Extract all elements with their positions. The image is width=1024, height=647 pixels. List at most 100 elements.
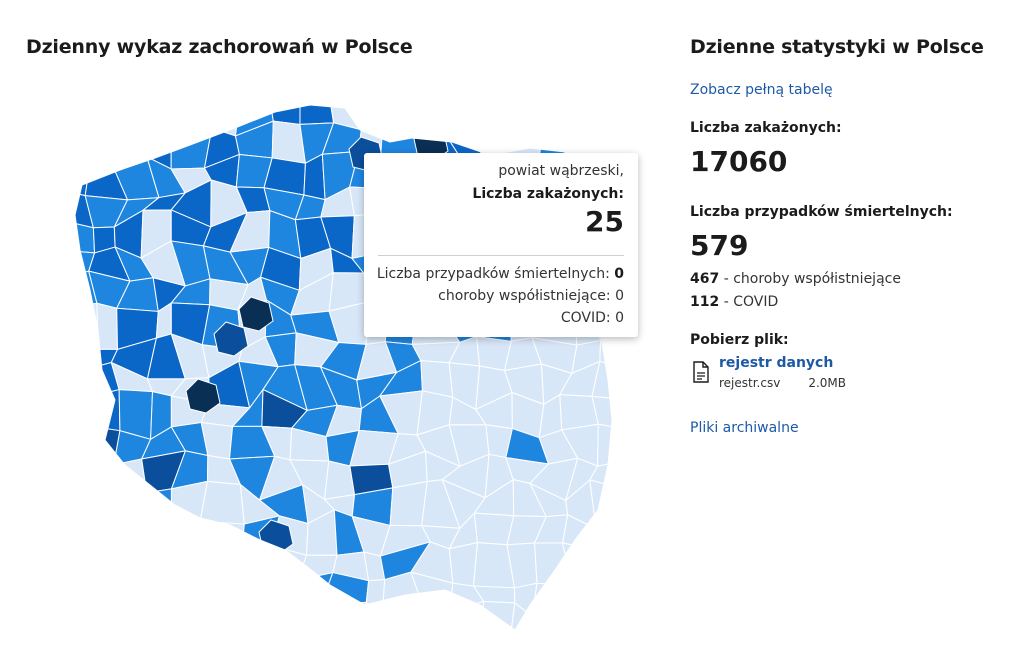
download-file[interactable]: rejestr danych rejestr.csv 2.0MB — [690, 355, 990, 395]
county-region[interactable] — [119, 599, 161, 640]
county-region[interactable] — [598, 100, 630, 131]
county-region[interactable] — [83, 511, 123, 547]
county-region[interactable] — [82, 491, 123, 522]
county-region[interactable] — [60, 424, 97, 465]
county-region[interactable] — [144, 518, 186, 561]
county-region[interactable] — [185, 378, 221, 414]
county-region[interactable] — [594, 549, 630, 586]
county-region[interactable] — [170, 579, 221, 621]
county-region[interactable] — [593, 579, 630, 614]
county-region[interactable] — [60, 539, 100, 581]
county-region[interactable] — [359, 100, 391, 131]
county-region[interactable] — [96, 302, 119, 350]
county-region[interactable] — [86, 571, 126, 619]
county-region[interactable] — [113, 458, 148, 494]
county-region[interactable] — [86, 539, 125, 574]
county-region[interactable] — [60, 489, 85, 522]
county-region[interactable] — [441, 100, 491, 130]
archive-files-link[interactable]: Pliki archiwalne — [690, 420, 799, 436]
comorbidities-count: 467 — [690, 271, 720, 287]
county-region[interactable] — [60, 302, 99, 350]
county-region[interactable] — [419, 610, 451, 640]
county-region[interactable] — [597, 423, 630, 467]
county-region[interactable] — [297, 572, 334, 620]
county-region[interactable] — [60, 399, 82, 431]
county-region[interactable] — [111, 124, 150, 167]
county-region[interactable] — [205, 579, 236, 621]
county-region[interactable] — [539, 100, 571, 141]
county-region[interactable] — [299, 100, 335, 125]
county-region[interactable] — [479, 100, 511, 132]
county-region[interactable] — [448, 601, 485, 640]
county-region[interactable] — [230, 581, 278, 606]
county-region[interactable] — [199, 520, 245, 558]
county-region[interactable] — [448, 542, 478, 587]
county-region[interactable] — [562, 542, 610, 586]
county-region[interactable] — [269, 604, 304, 640]
county-region[interactable] — [140, 543, 186, 583]
county-region[interactable] — [60, 459, 97, 497]
county-region[interactable] — [209, 600, 241, 640]
county-region[interactable] — [123, 572, 161, 615]
county-region[interactable] — [89, 124, 114, 167]
county-region[interactable] — [213, 321, 249, 357]
county-region[interactable] — [299, 603, 331, 640]
county-region[interactable] — [80, 424, 121, 466]
county-region[interactable] — [115, 511, 158, 561]
tooltip-covid-label: COVID: — [560, 310, 611, 326]
county-region[interactable] — [589, 479, 630, 530]
tooltip-comorbidities-row: choroby współistniejące: 0 — [438, 288, 624, 304]
county-region[interactable] — [234, 600, 277, 640]
county-region[interactable] — [382, 100, 430, 141]
county-region[interactable] — [381, 615, 427, 640]
county-region[interactable] — [170, 100, 213, 139]
file-download-link[interactable]: rejestr danych — [719, 355, 834, 371]
county-region[interactable] — [275, 579, 304, 620]
county-region[interactable] — [60, 339, 99, 371]
county-region[interactable] — [170, 519, 208, 555]
county-region[interactable] — [321, 601, 367, 640]
county-region[interactable] — [60, 367, 93, 401]
county-region[interactable] — [170, 543, 208, 583]
county-region[interactable] — [144, 488, 172, 521]
covid-count: 112 — [690, 294, 720, 310]
county-region[interactable] — [238, 296, 274, 332]
county-region[interactable] — [479, 601, 516, 640]
county-region[interactable] — [205, 553, 242, 583]
county-region[interactable] — [60, 100, 91, 132]
county-region[interactable] — [531, 599, 575, 640]
file-meta: rejestr.csv 2.0MB — [719, 376, 846, 390]
county-region[interactable] — [79, 389, 121, 432]
county-region[interactable] — [60, 571, 89, 619]
full-table-link[interactable]: Zobacz pełną tabelę — [690, 82, 833, 98]
county-region[interactable] — [140, 572, 173, 614]
county-region[interactable] — [60, 129, 92, 161]
county-region[interactable] — [593, 609, 630, 640]
county-region[interactable] — [82, 463, 123, 497]
county-region[interactable] — [571, 584, 610, 614]
county-region[interactable] — [562, 123, 606, 155]
county-region[interactable] — [230, 545, 278, 591]
county-region[interactable] — [389, 480, 428, 527]
county-region[interactable] — [594, 519, 630, 551]
county-region[interactable] — [199, 480, 245, 525]
county-region[interactable] — [148, 100, 181, 139]
county-region[interactable] — [569, 599, 601, 640]
county-region[interactable] — [507, 100, 545, 132]
county-region[interactable] — [149, 599, 181, 640]
county-region[interactable] — [531, 582, 575, 618]
county-region[interactable] — [87, 613, 126, 640]
county-region[interactable] — [60, 519, 100, 551]
county-region[interactable] — [359, 601, 391, 640]
county-region[interactable] — [171, 612, 221, 640]
tooltip-deaths-label: Liczba przypadków śmiertelnych: — [376, 266, 610, 282]
county-region[interactable] — [562, 100, 601, 141]
county-region[interactable] — [60, 609, 91, 640]
county-region[interactable] — [115, 545, 158, 574]
county-region[interactable] — [121, 491, 148, 520]
county-region[interactable] — [419, 100, 451, 141]
county-region[interactable] — [89, 100, 121, 132]
county-region[interactable] — [209, 100, 241, 137]
county-region[interactable] — [365, 579, 386, 618]
county-region[interactable] — [111, 100, 151, 131]
